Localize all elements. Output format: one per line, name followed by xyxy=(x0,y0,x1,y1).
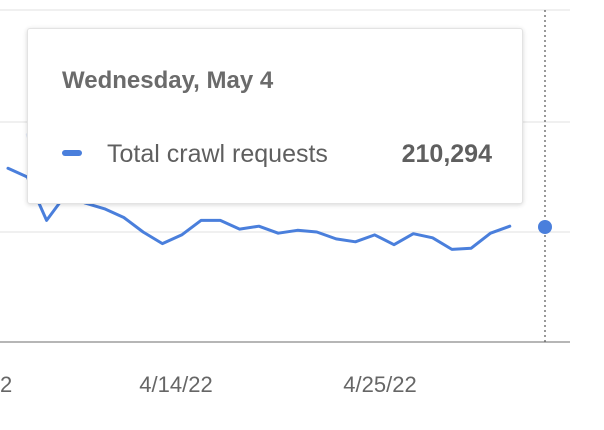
tooltip-series-label: Total crawl requests xyxy=(107,140,328,168)
series-swatch-icon xyxy=(62,150,82,156)
hover-point[interactable] xyxy=(538,220,552,234)
tooltip-value: 210,294 xyxy=(401,140,492,168)
series-line-total-crawl-requests xyxy=(6,166,512,251)
x-tick-label-1: 4/14/22 xyxy=(139,372,212,397)
tooltip-row: Total crawl requests 210,294 xyxy=(62,137,492,171)
tooltip-date: Wednesday, May 4 xyxy=(62,67,274,94)
x-tick-label-2: 4/25/22 xyxy=(343,372,416,397)
x-tick-label-0: 2 xyxy=(0,372,12,397)
chart-tooltip: Wednesday, May 4 Total crawl requests 21… xyxy=(27,28,523,204)
x-axis-ticks: 2 4/14/22 4/25/22 xyxy=(0,372,417,397)
